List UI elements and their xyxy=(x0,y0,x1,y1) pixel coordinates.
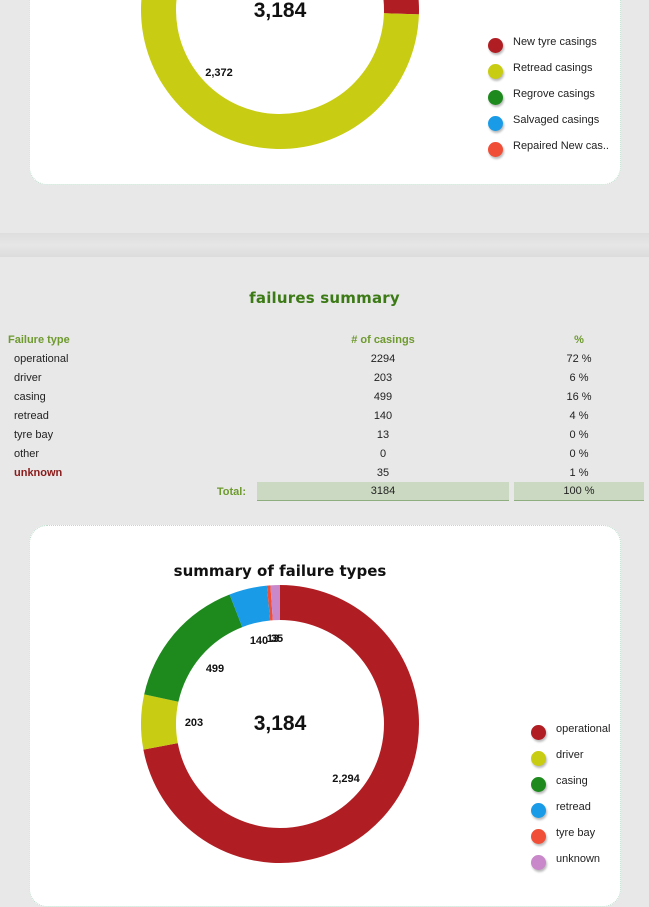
legend-swatch xyxy=(531,751,546,766)
total-count-cell: 3184 xyxy=(257,482,509,501)
legend-label: driver xyxy=(556,749,584,761)
failure-type-cell: driver xyxy=(14,371,42,384)
donut-slice-retread-casings[interactable] xyxy=(141,0,419,149)
failure-type-cell: other xyxy=(14,447,40,460)
percent-cell: 0 % xyxy=(569,447,589,460)
count-cell: 13 xyxy=(376,428,390,441)
legend-label: retread xyxy=(556,801,591,813)
legend-swatch xyxy=(488,38,503,53)
legend-swatch xyxy=(531,777,546,792)
table-row: casing 499 16 % xyxy=(5,387,644,406)
operational-value-label: 2,294 xyxy=(332,773,360,785)
legend-swatch xyxy=(488,90,503,105)
table-row: operational 2294 72 % xyxy=(5,349,644,368)
failures-summary-table: Failure type # of casings % operational … xyxy=(5,330,644,501)
failures-summary-title: failures summary xyxy=(249,289,400,307)
table-row: tyre bay 13 0 % xyxy=(5,425,644,444)
legend-swatch xyxy=(531,725,546,740)
percent-cell: 72 % xyxy=(566,352,592,365)
table-header-row: Failure type # of casings % xyxy=(5,330,644,349)
failure-type-cell: retread xyxy=(14,409,49,422)
legend-label: Retread casings xyxy=(513,62,593,74)
legend-label: Salvaged casings xyxy=(513,114,600,126)
count-cell: 140 xyxy=(373,409,393,422)
legend-label: tyre bay xyxy=(556,827,596,839)
chart-card-casings xyxy=(29,0,621,185)
percent-cell: 6 % xyxy=(569,371,589,384)
legend-label: Regrove casings xyxy=(513,88,595,100)
failure-type-cell: tyre bay xyxy=(14,428,54,441)
casings-donut-chart: 3,184 2,372 xyxy=(141,0,419,149)
percent-cell: 1 % xyxy=(569,466,589,479)
count-cell: 499 xyxy=(373,390,393,403)
percent-cell: 0 % xyxy=(569,428,589,441)
legend-label: New tyre casings xyxy=(513,36,597,48)
retread-value-label: 140 xyxy=(250,635,268,647)
donut-slice-casing[interactable] xyxy=(144,594,243,702)
donut-slice-driver[interactable] xyxy=(140,694,179,750)
table-row: other 0 0 % xyxy=(5,444,644,463)
donut-slice-unknown[interactable] xyxy=(270,585,280,621)
table-row: retread 140 4 % xyxy=(5,406,644,425)
count-cell: 35 xyxy=(376,466,390,479)
header-percent: % xyxy=(574,333,584,346)
casing-value-label: 499 xyxy=(206,663,224,675)
donut-slice-tyre-bay[interactable] xyxy=(266,585,273,621)
tyre-bay-value-label: 13 xyxy=(267,633,279,645)
failure-types-donut-chart: 3,184 2,294 203 499 140 13 35 xyxy=(140,585,420,863)
count-cell: 2294 xyxy=(370,352,396,365)
table-row: unknown 35 1 % xyxy=(5,463,644,482)
legend-swatch xyxy=(488,116,503,131)
failure-type-cell: casing xyxy=(14,390,46,403)
legend-swatch xyxy=(531,803,546,818)
count-cell: 203 xyxy=(373,371,393,384)
driver-value-label: 203 xyxy=(185,717,203,729)
failure-type-cell: operational xyxy=(14,352,69,365)
total-label: Total: xyxy=(216,485,246,498)
table-total-row: Total: 3184 100 % xyxy=(5,482,644,501)
unknown-value-label: 35 xyxy=(271,633,283,645)
casings-total-label: 3,184 xyxy=(254,0,307,22)
legend-swatch xyxy=(531,829,546,844)
percent-cell: 4 % xyxy=(569,409,589,422)
legend-label: operational xyxy=(556,723,611,735)
table-row: driver 203 6 % xyxy=(5,368,644,387)
failure-types-chart-title: summary of failure types xyxy=(173,562,387,580)
legend-label: unknown xyxy=(556,853,601,865)
legend-swatch xyxy=(531,855,546,870)
count-cell: 0 xyxy=(379,447,387,460)
legend-swatch xyxy=(488,142,503,157)
section-divider xyxy=(0,233,649,257)
legend-label: Repaired New cas.. xyxy=(513,140,609,152)
header-failure-type: Failure type xyxy=(8,333,70,346)
total-percent-cell: 100 % xyxy=(514,482,644,501)
donut-slice-retread[interactable] xyxy=(229,585,271,628)
failures-total-label: 3,184 xyxy=(254,712,307,735)
legend-swatch xyxy=(488,64,503,79)
header-count: # of casings xyxy=(351,333,415,346)
failure-type-cell: unknown xyxy=(14,466,63,479)
percent-cell: 16 % xyxy=(566,390,592,403)
donut-slice-new-tyre-casings[interactable] xyxy=(280,0,419,15)
legend-label: casing xyxy=(556,775,588,787)
retread-value-label: 2,372 xyxy=(205,67,233,79)
